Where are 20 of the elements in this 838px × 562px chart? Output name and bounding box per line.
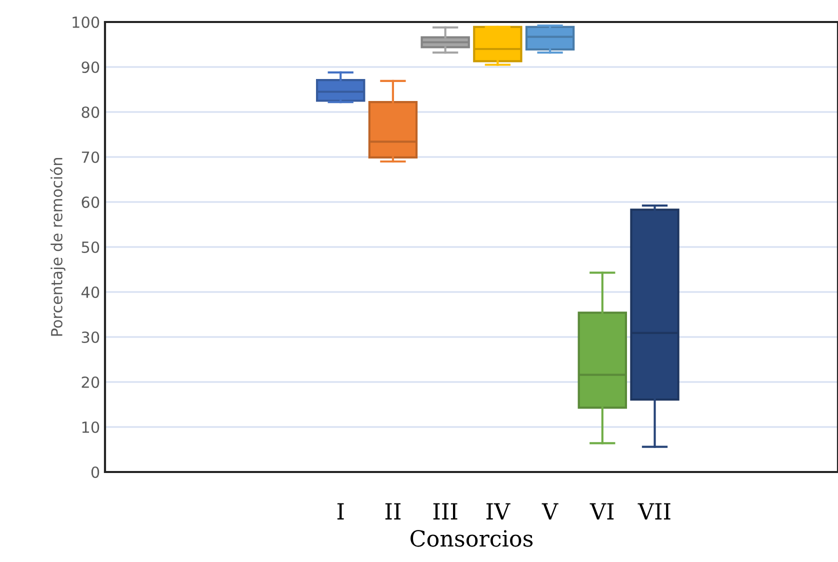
y-tick-label: 50: [82, 241, 100, 254]
y-tick-label: 20: [82, 376, 100, 388]
y-tick-label: 90: [82, 61, 100, 74]
x-tick-label: VII: [638, 503, 670, 520]
y-tick-label: 40: [81, 286, 100, 298]
x-axis-title: Consorcios: [410, 530, 533, 547]
y-tick-label: 60: [82, 196, 100, 208]
y-axis-title: Porcentaje de remoción: [50, 158, 66, 336]
y-tick-label: 10: [82, 421, 100, 434]
x-tick-label: IV: [486, 503, 510, 520]
y-tick-label: 80: [82, 106, 100, 118]
x-tick-label: V: [542, 503, 558, 520]
y-tick-label: 0: [91, 466, 100, 478]
x-tick-label: VI: [590, 503, 614, 520]
x-tick-label: III: [433, 503, 458, 520]
y-tick-label: 70: [82, 151, 100, 164]
x-tick-label: I: [337, 503, 344, 520]
x-tick-label: II: [385, 503, 401, 520]
y-tick-label: 100: [72, 16, 100, 28]
y-tick-label: 30: [82, 331, 100, 344]
